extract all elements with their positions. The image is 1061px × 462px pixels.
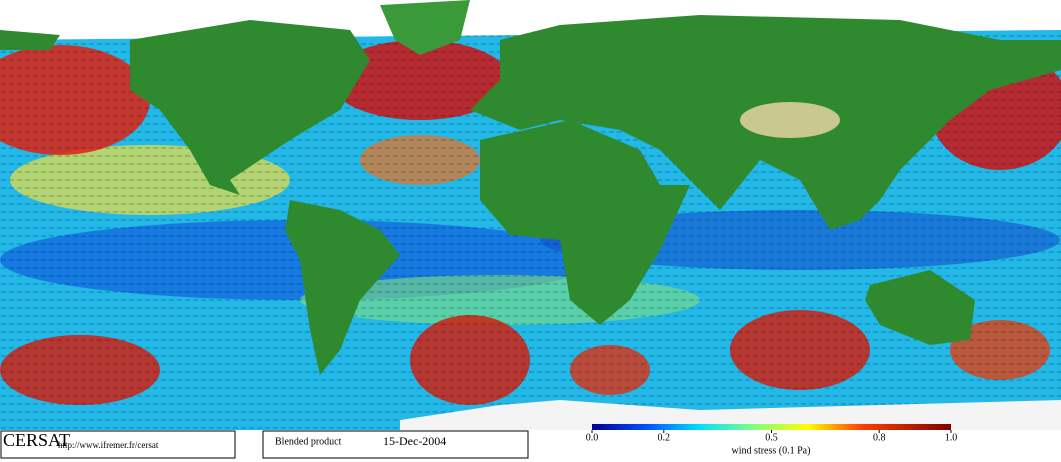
colorbar-tick-label: 0.2 (658, 432, 671, 443)
colorbar: wind stress (0.1 Pa) 0.0 0.2 0.5 0.8 1.0 (586, 424, 958, 456)
date: 15-Dec-2004 (383, 434, 446, 448)
info-box (0, 430, 236, 459)
colorbar-tick-label: 0.0 (586, 432, 599, 443)
logo: CERSAT (3, 430, 70, 450)
footer: CERSAT http://www.ifremer.fr/cersat Blen… (0, 430, 529, 459)
land (0, 0, 1061, 430)
product: Blended product (275, 436, 342, 447)
colorbar-tick-label: 0.5 (765, 432, 778, 443)
url: http://www.ifremer.fr/cersat (58, 440, 159, 450)
product-box (262, 430, 529, 459)
colorbar-label: wind stress (0.1 Pa) (732, 445, 811, 456)
colorbar-tick-label: 1.0 (945, 432, 958, 443)
colorbar-tick-label: 0.8 (873, 432, 886, 443)
colorbar-gradient (592, 424, 951, 430)
